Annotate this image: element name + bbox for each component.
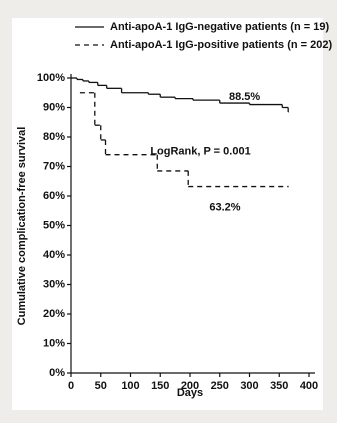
legend-label: Anti-apoA-1 IgG-negative patients (n = 1…: [110, 21, 329, 33]
y-tick-label: 80%: [43, 131, 65, 143]
annotation: 63.2%: [209, 202, 240, 214]
y-tick-label: 70%: [43, 160, 65, 172]
x-tick-label: 50: [95, 380, 107, 392]
x-axis-label: Days: [177, 387, 203, 399]
y-tick-label: 100%: [37, 72, 65, 84]
y-tick-label: 10%: [43, 337, 65, 349]
x-tick-label: 100: [121, 380, 139, 392]
x-tick-label: 200: [181, 380, 199, 392]
legend-label: Anti-apoA-1 IgG-positive patients (n = 2…: [110, 39, 333, 51]
y-tick-label: 0%: [49, 367, 65, 379]
x-tick-label: 300: [240, 380, 258, 392]
x-tick-label: 150: [151, 380, 169, 392]
x-tick-label: 250: [211, 380, 229, 392]
x-tick-label: 0: [68, 380, 74, 392]
y-tick-label: 90%: [43, 101, 65, 113]
annotation: LogRank, P = 0.001: [150, 146, 250, 158]
y-tick-label: 30%: [43, 278, 65, 290]
y-tick-label: 50%: [43, 219, 65, 231]
x-tick-label: 350: [270, 380, 288, 392]
panel: [12, 18, 323, 410]
x-tick-label: 400: [300, 380, 318, 392]
y-tick-label: 40%: [43, 249, 65, 261]
y-tick-label: 20%: [43, 308, 65, 320]
y-axis-label: Cumulative complication-free survival: [16, 127, 28, 326]
annotation: 88.5%: [229, 91, 260, 103]
y-tick-label: 60%: [43, 190, 65, 202]
